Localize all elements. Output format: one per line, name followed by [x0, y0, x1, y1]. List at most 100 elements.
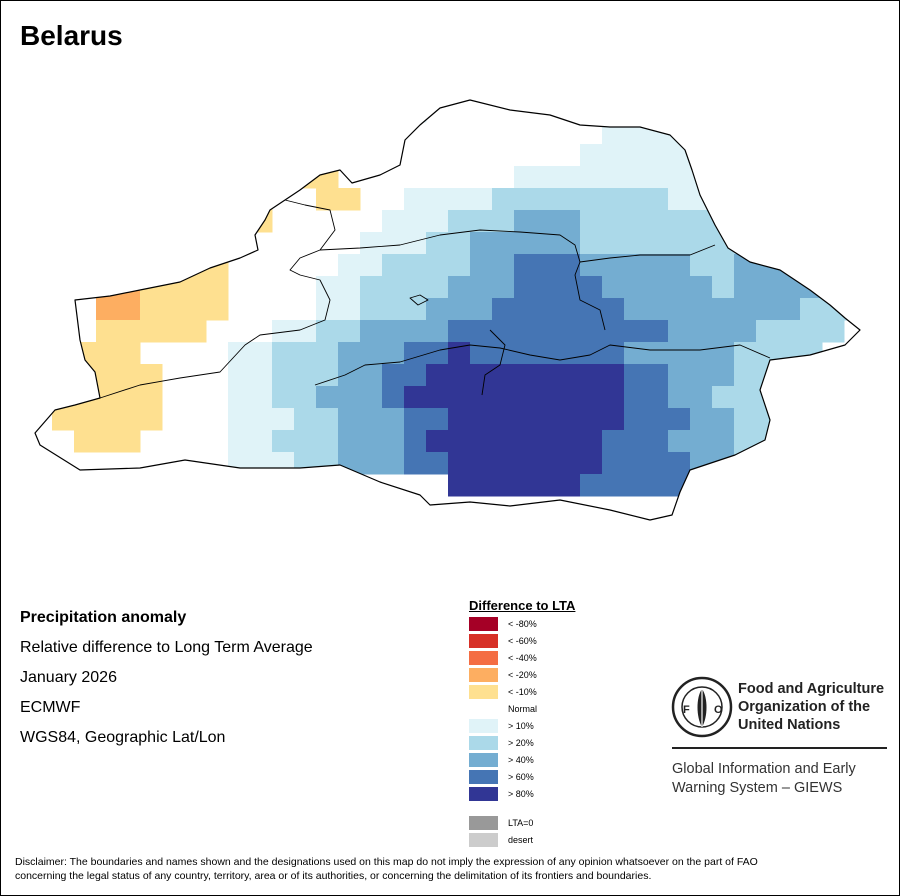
anomaly-cell: [316, 386, 339, 409]
anomaly-cell: [448, 188, 471, 211]
legend-label: < -10%: [508, 687, 537, 697]
anomaly-cell: [712, 188, 735, 211]
anomaly-cell: [778, 254, 801, 277]
legend-item: > 40%: [469, 753, 575, 770]
anomaly-cell: [734, 276, 757, 299]
legend-swatch: [469, 753, 498, 767]
anomaly-cell: [404, 342, 427, 365]
anomaly-cell: [360, 320, 383, 343]
anomaly-cell: [74, 430, 97, 453]
anomaly-cell: [294, 430, 317, 453]
anomaly-cell: [712, 342, 735, 365]
giews-line-2: Warning System – GIEWS: [672, 780, 843, 796]
legend-label: > 40%: [508, 755, 534, 765]
anomaly-cell: [338, 100, 361, 123]
legend-extra-label: LTA=0: [508, 818, 534, 828]
anomaly-cell: [162, 298, 185, 321]
anomaly-cell: [492, 452, 515, 475]
anomaly-cell: [690, 320, 713, 343]
info-source: ECMWF: [20, 699, 81, 716]
anomaly-cell: [712, 386, 735, 409]
anomaly-cell: [558, 298, 581, 321]
anomaly-cell: [624, 210, 647, 233]
anomaly-cell: [206, 232, 229, 255]
anomaly-cell: [338, 342, 361, 365]
anomaly-cell: [272, 430, 295, 453]
anomaly-cell: [602, 320, 625, 343]
anomaly-cell: [228, 364, 251, 387]
anomaly-cell: [514, 276, 537, 299]
anomaly-cell: [668, 386, 691, 409]
anomaly-cell: [734, 232, 757, 255]
disclaimer-line-2: concerning the legal status of any count…: [15, 870, 652, 882]
anomaly-cell: [360, 100, 383, 123]
fao-logo-icon: F O: [671, 676, 733, 738]
anomaly-cell: [668, 166, 691, 189]
anomaly-cell: [514, 342, 537, 365]
anomaly-cell: [184, 254, 207, 277]
fao-org-line-1: Food and Agriculture: [738, 681, 885, 697]
page-title: Belarus: [20, 20, 123, 51]
anomaly-cell: [756, 276, 779, 299]
anomaly-cell: [514, 452, 537, 475]
anomaly-cell: [602, 210, 625, 233]
anomaly-cell: [250, 210, 273, 233]
anomaly-cell: [404, 210, 427, 233]
anomaly-cell: [646, 276, 669, 299]
anomaly-cell: [712, 276, 735, 299]
anomaly-cell: [866, 254, 889, 277]
anomaly-cell: [536, 430, 559, 453]
anomaly-cell: [712, 364, 735, 387]
anomaly-cell: [96, 342, 119, 365]
anomaly-cell: [558, 210, 581, 233]
anomaly-cell: [294, 144, 317, 167]
anomaly-cell: [448, 364, 471, 387]
anomaly-cell: [558, 430, 581, 453]
anomaly-cell: [448, 276, 471, 299]
anomaly-cell: [668, 188, 691, 211]
anomaly-cell: [712, 210, 735, 233]
anomaly-cell: [558, 320, 581, 343]
anomaly-cell: [756, 144, 779, 167]
anomaly-cell: [668, 430, 691, 453]
anomaly-cell: [382, 386, 405, 409]
anomaly-cell: [74, 364, 97, 387]
anomaly-cell: [162, 232, 185, 255]
fao-org-name: Food and Agriculture Organization of the…: [738, 680, 884, 734]
anomaly-cell: [646, 232, 669, 255]
anomaly-cell: [822, 144, 845, 167]
anomaly-cell: [294, 320, 317, 343]
anomaly-cell: [646, 430, 669, 453]
anomaly-cell: [580, 364, 603, 387]
legend-label: < -40%: [508, 653, 537, 663]
legend-swatch: [469, 685, 498, 699]
legend-label: < -60%: [508, 636, 537, 646]
anomaly-cell: [492, 188, 515, 211]
anomaly-cell: [602, 452, 625, 475]
anomaly-cell: [734, 144, 757, 167]
anomaly-cell: [470, 364, 493, 387]
anomaly-cell: [800, 144, 823, 167]
anomaly-cell: [382, 430, 405, 453]
anomaly-cell: [294, 408, 317, 431]
anomaly-cell: [338, 298, 361, 321]
anomaly-cell: [624, 166, 647, 189]
anomaly-cell: [624, 144, 647, 167]
anomaly-cell: [360, 254, 383, 277]
anomaly-cell: [646, 166, 669, 189]
anomaly-cell: [272, 342, 295, 365]
legend-item: > 60%: [469, 770, 575, 787]
anomaly-cell: [404, 188, 427, 211]
anomaly-cell: [294, 364, 317, 387]
anomaly-cell: [338, 254, 361, 277]
anomaly-cell: [602, 232, 625, 255]
anomaly-cell: [404, 298, 427, 321]
anomaly-cell: [624, 386, 647, 409]
anomaly-cell: [96, 364, 119, 387]
anomaly-cell: [756, 342, 779, 365]
anomaly-cell: [624, 122, 647, 145]
anomaly-cell: [580, 144, 603, 167]
legend-extra-label: desert: [508, 835, 534, 845]
legend-label: > 80%: [508, 789, 534, 799]
anomaly-cell: [272, 386, 295, 409]
